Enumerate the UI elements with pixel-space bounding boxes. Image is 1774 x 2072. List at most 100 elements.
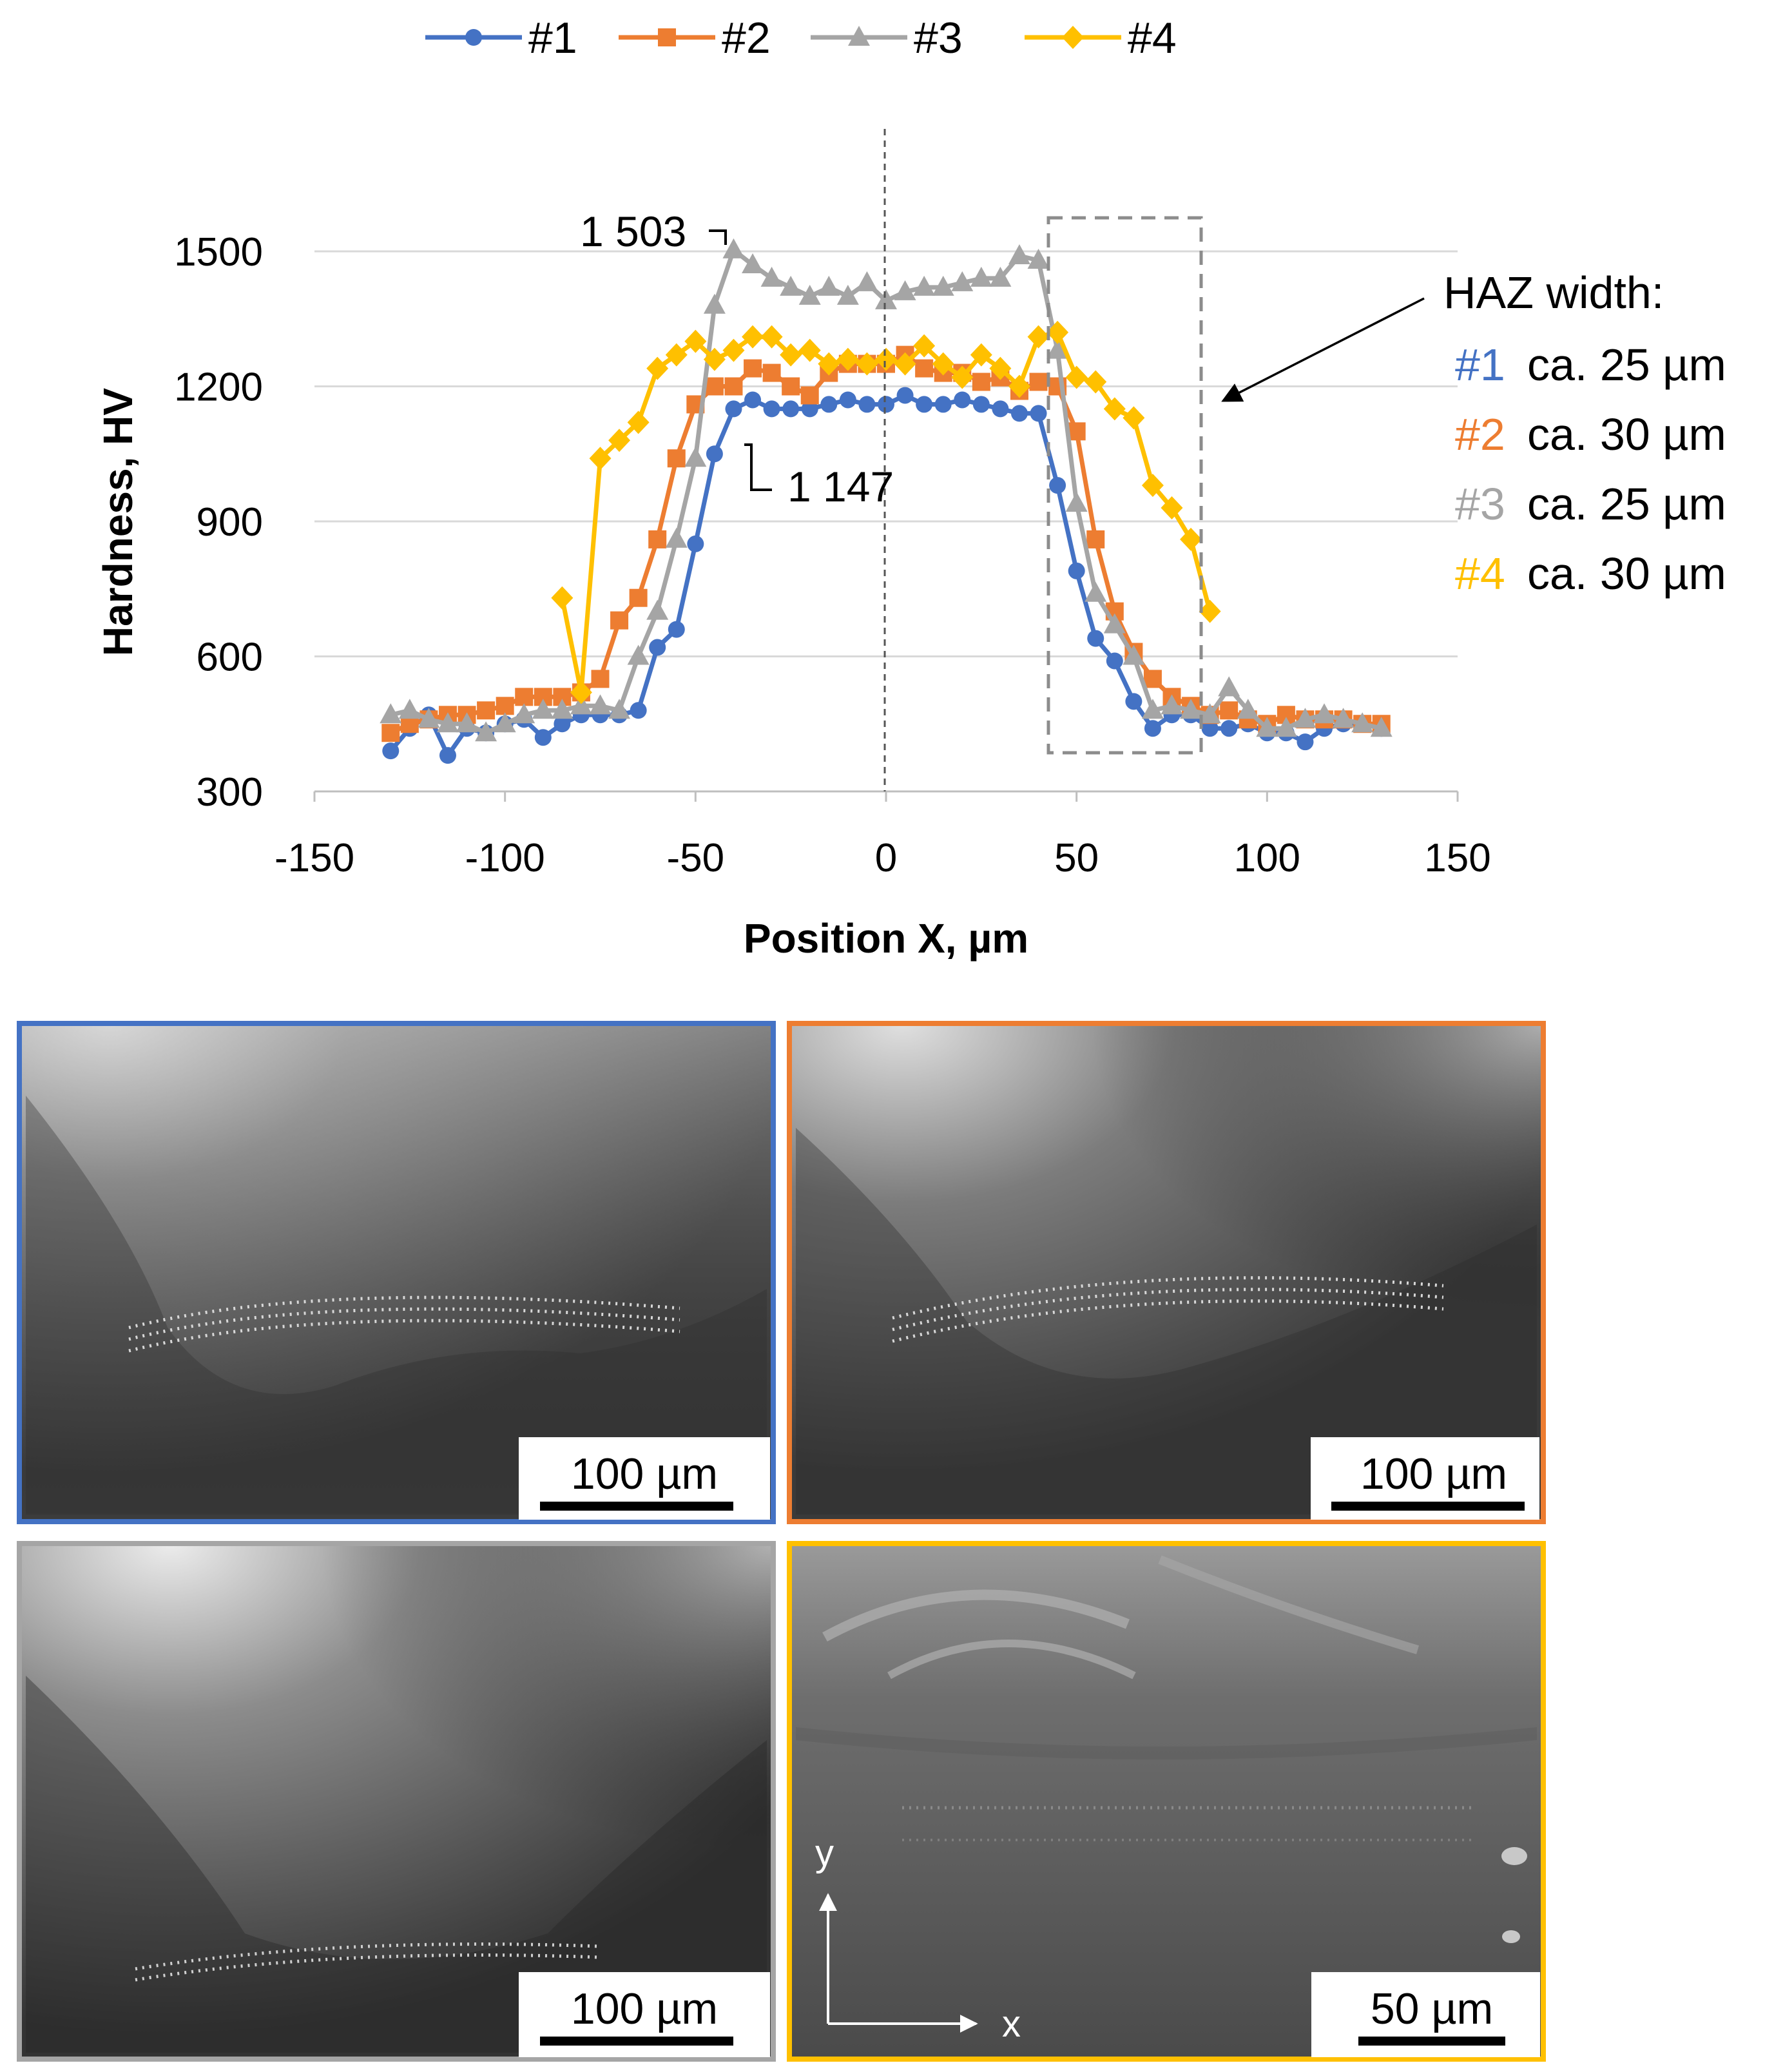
data-point: [1086, 530, 1105, 548]
data-point: [913, 334, 936, 358]
data-point: [951, 365, 974, 389]
haz-entry-2: #2 ca. 30 µm: [1455, 409, 1726, 460]
x-tick-label: 100: [1234, 836, 1300, 880]
data-point: [915, 359, 934, 378]
haz-entry-id: #4: [1455, 548, 1505, 599]
scale-label-4: 50 µm: [1371, 1984, 1493, 2033]
x-tick-label: 0: [875, 836, 897, 880]
data-point: [1027, 325, 1050, 349]
data-point: [782, 377, 800, 396]
data-point: [896, 387, 914, 404]
haz-entry-value: ca. 25 µm: [1527, 479, 1726, 529]
data-point: [763, 400, 780, 418]
data-point: [1103, 397, 1126, 421]
data-point: [627, 411, 650, 434]
data-point: [706, 445, 723, 463]
data-point: [934, 396, 952, 413]
data-point: [875, 289, 897, 309]
y-axis-letter: y: [815, 1832, 834, 1874]
data-point: [932, 352, 954, 376]
haz-entry-1: #1 ca. 25 µm: [1455, 340, 1726, 390]
data-point: [1256, 717, 1278, 737]
data-point: [382, 742, 400, 760]
data-point: [496, 697, 514, 715]
data-point: [1351, 712, 1374, 733]
haz-region-box: [1046, 216, 1203, 755]
data-point: [1008, 244, 1030, 264]
data-point: [1125, 693, 1142, 710]
data-point: [1141, 474, 1164, 498]
data-point: [1143, 670, 1162, 688]
data-point: [1180, 527, 1202, 551]
data-point: [1370, 717, 1393, 737]
y-tick-label: 600: [197, 635, 263, 680]
data-point: [989, 266, 1012, 287]
x-tick-label: 50: [1054, 836, 1099, 880]
data-point: [513, 703, 535, 724]
data-point: [782, 400, 800, 418]
data-point: [725, 400, 742, 418]
chart-legend: #1 #2 #3 #4: [425, 14, 1177, 63]
scale-label-1: 100 µm: [571, 1449, 718, 1498]
series-4: [551, 320, 1221, 704]
data-point: [1085, 370, 1107, 394]
y-tick-label: 300: [197, 770, 263, 815]
axes: 300 600 900 1200 1500 -150 -100 -50 0 50 100 150 Pos…: [95, 230, 1491, 962]
data-point: [589, 694, 612, 715]
scale-bar-2: [1331, 1502, 1525, 1511]
series-layer: [380, 238, 1393, 764]
x-tick-label: 150: [1424, 836, 1490, 880]
data-point: [665, 343, 688, 367]
min-label: 1 147: [787, 463, 894, 510]
data-point: [1065, 365, 1088, 389]
haz-entry-id: #1: [1455, 340, 1505, 390]
data-point: [589, 447, 612, 470]
micrograph-1: 100 µm: [17, 1021, 776, 1524]
x-tick-label: -150: [275, 836, 354, 880]
data-point: [894, 352, 916, 376]
data-point: [532, 699, 554, 719]
data-point: [992, 400, 1009, 418]
scale-label-2: 100 µm: [1360, 1449, 1507, 1498]
data-point: [608, 429, 631, 452]
data-point: [760, 325, 783, 349]
scale-label-3: 100 µm: [571, 1984, 718, 2033]
data-point: [554, 715, 571, 733]
data-point: [1199, 599, 1221, 623]
data-point: [744, 359, 762, 378]
data-point: [477, 701, 496, 720]
data-point: [667, 449, 686, 468]
data-point: [649, 639, 666, 656]
data-point: [954, 391, 971, 409]
data-point: [570, 681, 592, 704]
micrograph-4: y x 50 µm: [787, 1541, 1546, 2062]
data-point: [801, 400, 818, 418]
data-point: [972, 396, 990, 413]
data-point: [1068, 562, 1085, 579]
data-point: [380, 703, 402, 724]
data-point: [798, 338, 821, 362]
data-point: [1220, 701, 1239, 720]
data-point: [742, 325, 764, 349]
data-point: [916, 396, 933, 413]
data-point: [913, 275, 936, 296]
data-point: [760, 266, 783, 287]
data-point: [1029, 373, 1048, 391]
micrograph-2: 100 µm: [787, 1021, 1546, 1524]
data-point: [722, 338, 745, 362]
legend-marker: [658, 28, 676, 46]
x-axis-letter: x: [1002, 2003, 1021, 2045]
gridlines: [314, 250, 1458, 657]
max-leader: [709, 229, 727, 245]
x-tick-label: -50: [667, 836, 725, 880]
data-point: [439, 747, 456, 764]
data-point: [705, 377, 724, 396]
data-point: [1010, 405, 1028, 422]
min-leader: [744, 443, 772, 491]
legend-label: #2: [722, 14, 771, 63]
haz-entry-id: #2: [1455, 409, 1505, 460]
haz-entries: #1 ca. 25 µm #2 ca. 30 µm #3 ca. 25 µm #4 ca. 3…: [1455, 340, 1726, 599]
haz-entry-value: ca. 30 µm: [1527, 409, 1726, 460]
haz-arrow: [1221, 297, 1425, 402]
